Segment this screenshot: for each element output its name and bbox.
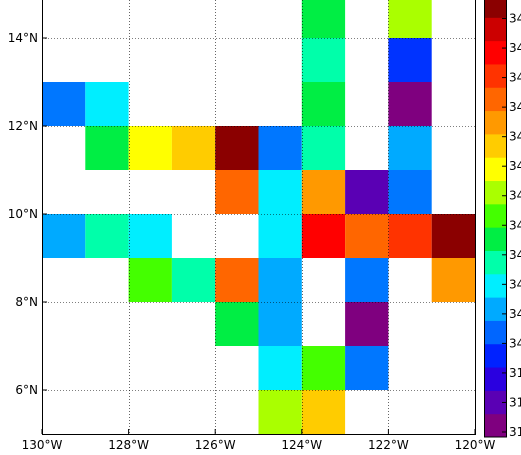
colorbar-swatch [484,367,506,391]
heatmap-cell [258,170,302,214]
x-tick-label: 124°W [281,438,322,452]
heatmap-cell [42,82,86,126]
colorbar-frame [484,0,507,438]
x-tick-label: 128°W [108,438,149,452]
heatmap-cell [215,170,259,214]
colorbar-swatch [484,40,506,65]
heatmap-cell [388,82,432,126]
heatmap-cell [85,126,129,170]
colorbar-swatch [484,203,506,228]
colorbar-tick-label: 31 [509,425,521,439]
heatmap-cell [128,214,172,258]
heatmap-cell [301,38,346,82]
y-tick-label: 10°N [8,207,38,221]
colorbar-tick-label: 31 [509,366,521,380]
colorbar-swatch [484,343,506,368]
heatmap-cell [301,170,346,214]
heatmap-cell [301,390,346,434]
colorbar-tick-label: 34 [509,41,521,55]
heatmap-cell [301,126,346,170]
heatmap-cell [258,214,302,258]
colorbar-swatch [484,320,506,345]
colorbar-swatch [484,297,506,321]
heatmap-cell [388,170,432,214]
heatmap-cell [128,258,172,302]
heatmap-cell [258,258,302,302]
colorbar-tick-label: 34 [509,248,521,262]
colorbar-tick-label: 34 [509,71,521,85]
y-tick-label: 14°N [8,31,38,45]
grid-lines [42,0,476,434]
colorbar-swatch [484,413,506,438]
colorbar-swatch [484,250,506,275]
colorbar-swatch [484,157,506,182]
colorbar-tick-label: 34 [509,307,521,321]
colorbar-swatch [484,63,506,88]
colorbar-tick-label: 34 [509,159,521,173]
y-axis-ticks: 6°N 8°N 10°N 12°N 14°N [8,31,47,397]
heatmap-cell [215,302,259,346]
colorbar-tick-label: 34 [509,100,521,114]
colorbar-tick-label: 34 [509,336,521,350]
colorbar-tick-label: 34 [509,218,521,232]
heatmap-cell [345,346,389,390]
plot-frame [42,0,476,435]
colorbar-swatch [484,390,506,415]
heatmap-cell [345,258,389,302]
y-tick-label: 8°N [15,295,38,309]
heatmap-cell [388,0,432,38]
colorbar-tick-label: 34 [509,12,521,26]
colorbar-swatch [484,227,506,251]
colorbar-swatch [484,110,506,135]
heatmap-cell [345,214,389,258]
colorbar-tick-label: 34 [509,130,521,144]
heatmap-cell [85,214,129,258]
heatmap-cell [301,0,346,38]
heatmap-cell [258,302,302,346]
heatmap-cell [171,258,216,302]
heatmap-cell [345,302,389,346]
heatmap-cell [388,38,432,82]
heatmap-cell [128,126,172,170]
colorbar-swatch [484,273,506,298]
y-tick-label: 12°N [8,119,38,133]
colorbar-swatch [484,133,506,158]
heatmap-cells [42,0,475,434]
heatmap-cell [258,126,302,170]
heatmap-cell [431,214,475,258]
heatmap-cell [258,346,302,390]
heatmap-cell [301,82,346,126]
heatmap-cell [258,390,302,434]
x-tick-label: 126°W [195,438,236,452]
colorbar-swatch [484,180,506,205]
y-tick-label: 6°N [15,383,38,397]
heatmap-cell [215,258,259,302]
heatmap-cell [345,170,389,214]
colorbar-swatch [484,87,506,112]
heatmap-cell [301,346,346,390]
x-tick-label: 120°W [455,438,496,452]
colorbar-tick-label: 34 [509,189,521,203]
colorbar-swatch [484,0,506,18]
colorbar-tick-label: 34 [509,277,521,291]
heatmap-cell [215,126,259,170]
colorbar-swatch [484,17,506,42]
heatmap-cell [431,258,475,302]
heatmap-cell [85,82,129,126]
colorbar-tick-label: 31 [509,395,521,409]
colorbar: 31 31 31 34 34 34 34 34 34 34 34 34 34 34 34 [484,0,521,439]
x-tick-label: 122°W [368,438,409,452]
heatmap-cell [388,126,432,170]
heatmap-cell [171,126,216,170]
x-tick-label: 130°W [22,438,63,452]
x-axis-ticks: 130°W 128°W 126°W 124°W 122°W 120°W [22,429,496,452]
heatmap-cell [301,214,346,258]
heatmap-cell [42,214,86,258]
heatmap-cell [388,214,432,258]
